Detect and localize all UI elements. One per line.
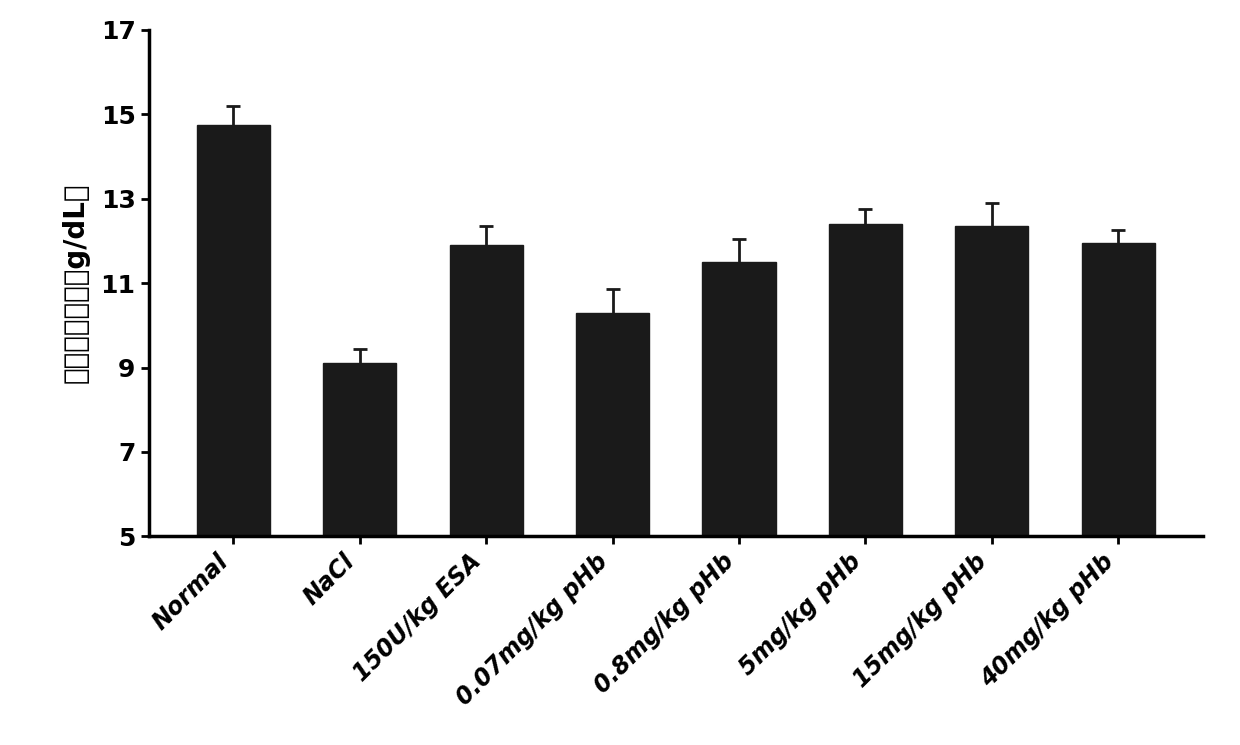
Bar (828, 224, 901, 745)
Bar (324, 364, 397, 745)
Bar (197, 125, 270, 745)
Bar (575, 313, 650, 745)
Bar (1081, 243, 1154, 745)
Y-axis label: 血红蛋白浓度（g/dL）: 血红蛋白浓度（g/dL） (62, 183, 89, 384)
Bar (702, 262, 776, 745)
Bar (955, 226, 1028, 745)
Bar (450, 245, 523, 745)
